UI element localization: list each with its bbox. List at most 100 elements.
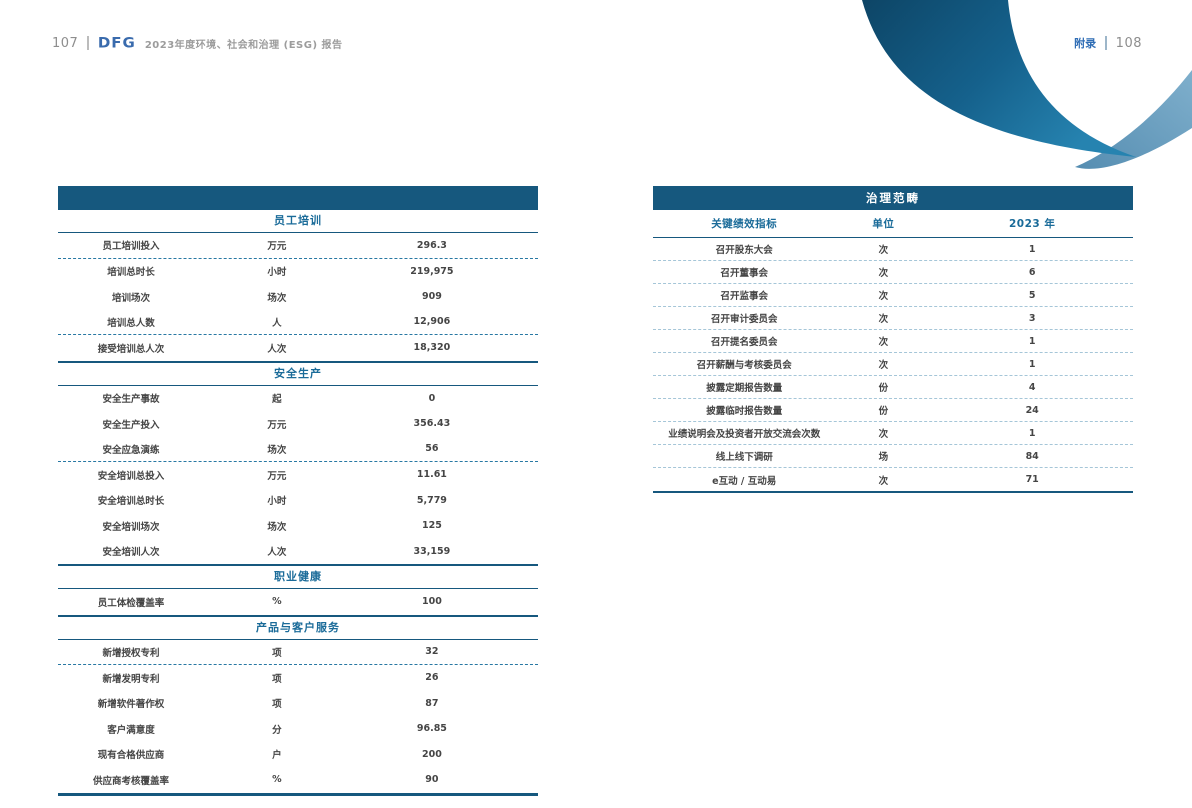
table-row: 员工培训投入 万元 296.3 bbox=[58, 233, 538, 259]
row-value: 3 bbox=[1028, 312, 1036, 324]
table-row: 安全生产投入 万元 356.43 bbox=[58, 411, 538, 437]
table-row: 培训总时长 小时 219,975 bbox=[58, 259, 538, 285]
row-value: 1 bbox=[1028, 243, 1036, 255]
row-label: 新增发明专利 bbox=[102, 673, 160, 685]
left-table: 员工培训 员工培训投入 万元 296.3 培训总时长 小时 219,975 培训场次 场次 909… bbox=[58, 186, 538, 796]
row-value: 26 bbox=[425, 672, 439, 684]
column-header-cell: 关键绩效指标 bbox=[711, 218, 778, 230]
row-label: 接受培训总人次 bbox=[97, 343, 165, 355]
row-unit: 场次 bbox=[267, 521, 287, 533]
table-row: 新增软件著作权 项 87 bbox=[58, 691, 538, 717]
table-row: 客户满意度 分 96.85 bbox=[58, 716, 538, 742]
row-unit: 项 bbox=[272, 673, 282, 685]
table-row: 披露定期报告数量 份 4 bbox=[653, 376, 1133, 399]
row-label: 安全应急演练 bbox=[102, 444, 160, 456]
table-row: 召开审计委员会 次 3 bbox=[653, 307, 1133, 330]
right-table-column-header-row: 关键绩效指标 单位 2023 年 bbox=[653, 210, 1133, 238]
row-value: 32 bbox=[425, 646, 439, 658]
row-value: 4 bbox=[1028, 381, 1036, 393]
table-row: 召开薪酬与考核委员会 次 1 bbox=[653, 353, 1133, 376]
table-row: e互动 / 互动易 次 71 bbox=[653, 468, 1133, 491]
row-label: 披露临时报告数量 bbox=[706, 406, 783, 417]
row-label: 安全生产投入 bbox=[102, 419, 160, 431]
section-title: 产品与客户服务 bbox=[58, 614, 538, 640]
table-row: 现有合格供应商 户 200 bbox=[58, 742, 538, 768]
left-table-header-bar bbox=[58, 186, 538, 210]
row-label: 培训场次 bbox=[111, 292, 150, 304]
row-value: 5 bbox=[1028, 289, 1036, 301]
row-label: 安全培训人次 bbox=[102, 547, 160, 559]
section-title: 员工培训 bbox=[58, 210, 538, 233]
header-divider bbox=[87, 36, 89, 50]
table-row: 召开股东大会 次 1 bbox=[653, 238, 1133, 261]
company-logo: DFG bbox=[97, 34, 136, 52]
row-label: 新增软件著作权 bbox=[97, 699, 165, 711]
swoosh-light-ribbon bbox=[1075, 70, 1192, 169]
header-divider bbox=[1105, 36, 1107, 50]
table-row: 安全培训总时长 小时 5,779 bbox=[58, 488, 538, 514]
row-unit: 次 bbox=[878, 429, 889, 440]
table-row: 安全生产事故 起 0 bbox=[58, 386, 538, 412]
row-unit: 万元 bbox=[267, 241, 287, 253]
row-label: 安全生产事故 bbox=[102, 394, 160, 406]
row-label: 召开薪酬与考核委员会 bbox=[696, 360, 792, 371]
row-label: e互动 / 互动易 bbox=[712, 475, 777, 487]
section-title: 职业健康 bbox=[58, 564, 538, 589]
row-unit: 场次 bbox=[267, 292, 287, 304]
row-value: 219,975 bbox=[410, 265, 454, 277]
table-row: 召开董事会 次 6 bbox=[653, 261, 1133, 284]
row-value: 0 bbox=[428, 392, 436, 404]
row-unit: 次 bbox=[878, 245, 889, 256]
row-value: 84 bbox=[1025, 450, 1039, 462]
row-label: 召开提名委员会 bbox=[710, 337, 778, 348]
right-table-body: 召开股东大会次 1 召开董事会次 6 召开监事会次 5 召开审计委员会次 3 召开提名委员会次 1… bbox=[653, 238, 1133, 491]
row-unit: 项 bbox=[272, 647, 282, 659]
left-table-body: 员工培训 员工培训投入 万元 296.3 培训总时长 小时 219,975 培训场次 场次 909… bbox=[58, 210, 538, 793]
header-left: 107 DFG 2023年度环境、社会和治理 (ESG) 报告 bbox=[52, 34, 343, 52]
section-title: 安全生产 bbox=[58, 360, 538, 386]
row-label: 员工培训投入 bbox=[102, 241, 160, 253]
row-value: 100 bbox=[421, 596, 442, 608]
table-row: 新增发明专利 项 26 bbox=[58, 665, 538, 691]
row-label: 披露定期报告数量 bbox=[706, 383, 783, 394]
row-value: 356.43 bbox=[413, 418, 451, 430]
table-row: 安全培训人次 人次 33,159 bbox=[58, 539, 538, 565]
row-unit: 万元 bbox=[267, 419, 287, 431]
table-row: 召开监事会 次 5 bbox=[653, 284, 1133, 307]
row-value: 12,906 bbox=[413, 316, 451, 328]
row-unit: % bbox=[272, 774, 282, 786]
row-label: 员工体检覆盖率 bbox=[97, 597, 165, 609]
decorative-swoosh bbox=[862, 0, 1192, 169]
table-row: 披露临时报告数量 份 24 bbox=[653, 399, 1133, 422]
table-row: 安全应急演练 场次 56 bbox=[58, 437, 538, 462]
row-label: 召开监事会 bbox=[720, 291, 768, 302]
table-row: 安全培训场次 场次 125 bbox=[58, 513, 538, 539]
row-value: 125 bbox=[421, 520, 442, 532]
row-value: 11.61 bbox=[416, 469, 447, 481]
row-value: 56 bbox=[425, 443, 439, 455]
row-label: 培训总人数 bbox=[107, 317, 155, 329]
header-right: 附录 108 bbox=[1074, 35, 1142, 51]
row-label: 供应商考核覆盖率 bbox=[92, 775, 169, 787]
right-table-header-bar: 治理范畴 bbox=[653, 186, 1133, 210]
row-unit: 起 bbox=[272, 394, 282, 406]
row-value: 71 bbox=[1025, 474, 1039, 485]
row-label: 安全培训总时长 bbox=[97, 496, 165, 508]
row-unit: 户 bbox=[272, 750, 282, 762]
swoosh-dark-crescent bbox=[862, 0, 1136, 157]
row-unit: 份 bbox=[878, 406, 889, 417]
row-value: 90 bbox=[425, 774, 439, 786]
table-row: 培训总人数 人 12,906 bbox=[58, 310, 538, 335]
row-unit: 份 bbox=[878, 383, 889, 394]
row-unit: 人次 bbox=[267, 343, 287, 355]
row-unit: 场次 bbox=[267, 444, 287, 456]
appendix-label: 附录 bbox=[1074, 37, 1097, 50]
column-header-cell: 2023 年 bbox=[1008, 218, 1056, 230]
row-label: 客户满意度 bbox=[107, 724, 155, 736]
row-unit: 万元 bbox=[267, 470, 287, 482]
row-value: 296.3 bbox=[416, 239, 447, 251]
row-unit: 次 bbox=[878, 475, 889, 487]
row-label: 新增授权专利 bbox=[102, 647, 160, 659]
row-label: 线上线下调研 bbox=[715, 452, 773, 463]
